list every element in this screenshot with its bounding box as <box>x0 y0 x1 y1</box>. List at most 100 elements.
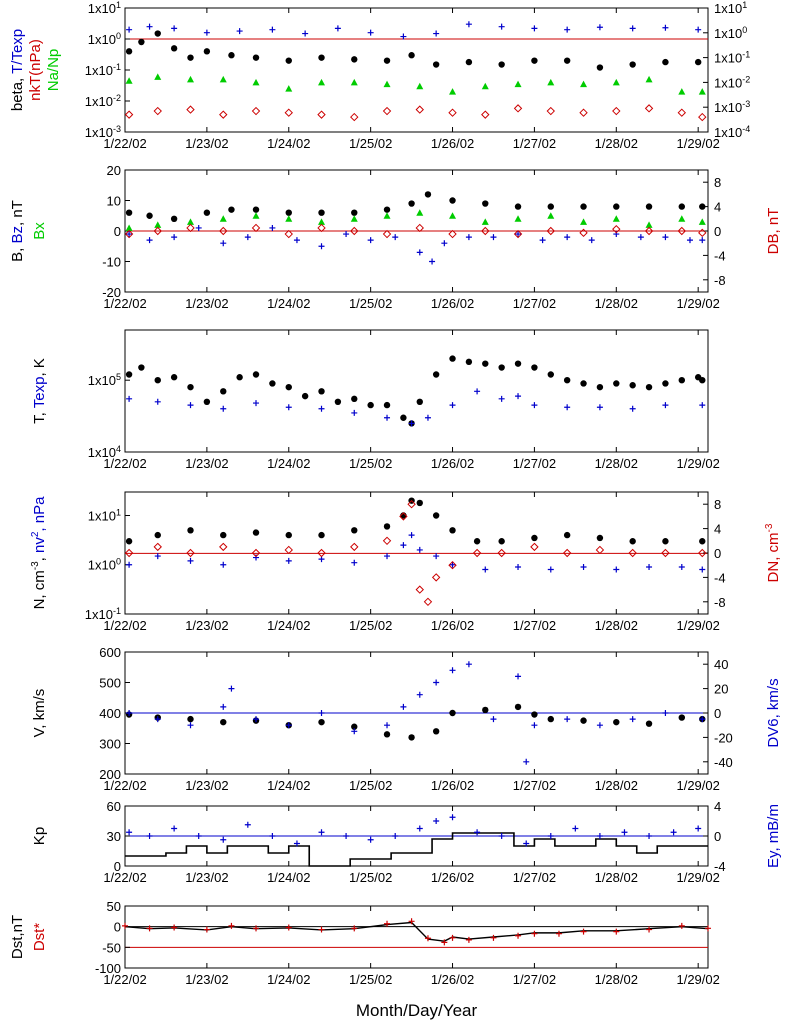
panel-beta-frame <box>124 7 709 133</box>
panel-temperature-series-1-point-9 <box>408 420 415 427</box>
panel-magnetic-y2-tick-label-1: 4 <box>714 200 721 215</box>
panel-velocity-series-0-point-6 <box>318 718 325 726</box>
panel-velocity-y-tick-label-2: 400 <box>99 706 121 721</box>
panel-beta-series-0-point-17 <box>563 57 571 64</box>
panel-kp-y-tick-label-2: 0 <box>114 859 121 874</box>
panel-velocity-series-1-point-1 <box>154 716 161 723</box>
panel-magnetic-series-3-point-13 <box>546 226 555 236</box>
panel-beta-series-1-point-11 <box>465 21 472 28</box>
panel-beta-series-0-point-1 <box>138 38 145 46</box>
panel-magnetic-series-0-point-9 <box>383 206 391 213</box>
panel-beta-ylabel-2: nkT(nPa) <box>27 39 44 101</box>
panel-dst-series-0-point-2 <box>171 924 178 931</box>
panel-temperature-series-0-point-13 <box>334 398 342 406</box>
panel-beta-y2-tick-label-4: 1x100 <box>714 25 747 41</box>
panel-magnetic-series-3-point-5 <box>284 229 293 239</box>
panel-dst-y-tick-label-1: 0 <box>114 920 121 935</box>
panel-density-ylabel: N, cm-3, nv2, nPa <box>30 496 48 610</box>
panel-magnetic-y-tick-label-0: 20 <box>107 163 121 178</box>
panel-beta-series-1-point-18 <box>695 26 702 33</box>
panel-temperature-series-1-point-7 <box>351 409 358 416</box>
panel-beta-series-2-point-16 <box>645 75 653 83</box>
panel-density-series-2-point-17 <box>530 542 539 552</box>
panel-velocity-x-tick-label-1: 1/23/02 <box>185 778 228 793</box>
panel-temperature-series-0-point-23 <box>482 360 489 367</box>
panel-magnetic-series-2-point-0 <box>125 224 133 231</box>
panel-temperature-x-tick-label-5: 1/27/02 <box>513 456 556 471</box>
panel-density-x-tick-label-7: 1/29/02 <box>676 618 719 633</box>
panel-beta-series-1-point-3 <box>203 29 210 36</box>
panel-velocity-y2-tick-label-2: 0 <box>714 706 721 721</box>
panel-magnetic-series-2-point-15 <box>612 215 620 222</box>
panel-beta-x-tick-label-7: 1/29/02 <box>676 136 719 151</box>
panel-kp-x-tick-label-3: 1/25/02 <box>349 870 392 885</box>
panel-magnetic-series-2-point-3 <box>219 215 227 222</box>
panel-kp-series-0-point-20 <box>596 833 603 839</box>
panel-magnetic-x-tick-label-2: 1/24/02 <box>267 296 310 311</box>
panel-beta-series-2-point-3 <box>219 75 227 83</box>
panel-temperature-ylabel: T, Texp, K <box>31 358 48 424</box>
panel-velocity-x-tick-label-6: 1/28/02 <box>595 778 638 793</box>
panel-temperature-x-tick-label-4: 1/26/02 <box>431 456 474 471</box>
panel-temperature-series-0-point-11 <box>301 392 309 400</box>
panel-dst-series-0-point-8 <box>351 925 358 932</box>
panel-magnetic-series-1-point-21 <box>613 231 620 238</box>
panel-temperature-series-0-point-25 <box>514 360 522 367</box>
panel-density-series-2-point-9 <box>399 512 408 521</box>
panel-beta-series-3-point-6 <box>317 110 326 119</box>
panel-beta-series-2-point-6 <box>318 78 326 86</box>
panel-velocity-x-tick-label-5: 1/27/02 <box>513 778 556 793</box>
panel-beta-series-2-point-0 <box>125 77 133 84</box>
panel-kp-y2-tick-label-1: 0 <box>714 829 721 844</box>
panel-kp-series-0-point-21 <box>621 829 628 836</box>
panel-velocity-x-tick-label-4: 1/26/02 <box>431 778 474 793</box>
panel-magnetic-series-3-point-3 <box>219 226 228 236</box>
panel-magnetic-series-0-point-14 <box>514 203 522 210</box>
panel-magnetic-series-3-point-1 <box>153 226 162 236</box>
panel-density-series-2-point-8 <box>382 536 392 546</box>
panel-density-series-2-point-1 <box>153 542 162 552</box>
panel-density-series-0-point-7 <box>351 527 358 534</box>
panel-dst-series-0-point-4 <box>228 922 235 929</box>
panel-beta-series-1-point-15 <box>596 24 603 31</box>
panel-kp-kp-step-line <box>125 832 708 867</box>
panel-magnetic-ylabel-right: DB, nT <box>765 208 782 255</box>
panel-density-series-0-point-6 <box>318 531 325 539</box>
panel-temperature-series-0-point-3 <box>170 374 178 381</box>
panel-beta-series-3-point-17 <box>677 108 687 117</box>
panel-kp-series-0-point-22 <box>646 833 653 839</box>
panel-magnetic-series-3-point-8 <box>382 229 392 239</box>
panel-magnetic-series-0-point-11 <box>424 191 432 198</box>
panel-temperature-series-1-point-1 <box>154 398 161 405</box>
panel-density-series-2-point-2 <box>186 548 195 558</box>
panel-magnetic-y-tick-label-1: 10 <box>107 194 121 209</box>
panel-beta-series-2-point-9 <box>416 82 424 90</box>
panel-temperature-x-tick-label-1: 1/23/02 <box>185 456 228 471</box>
panel-velocity-series-1-point-0 <box>126 710 133 716</box>
panel-temperature-series-0-point-15 <box>367 401 374 409</box>
panel-velocity-series-0-point-17 <box>613 718 620 726</box>
panel-dst-series-0-point-5 <box>253 925 260 932</box>
panel-density-series-1-point-16 <box>547 566 554 573</box>
panel-temperature-series-0-point-22 <box>465 358 473 366</box>
panel-density-series-2-point-0 <box>124 548 134 558</box>
panel-density-x-tick-label-5: 1/27/02 <box>513 618 556 633</box>
panel-dst-x-tick-label-3: 1/25/02 <box>349 972 392 987</box>
panel-kp-series-0-point-4 <box>220 836 227 843</box>
panel-magnetic-series-1-point-0 <box>126 231 133 238</box>
panel-density-series-1-point-7 <box>351 559 358 566</box>
panel-beta-series-3-point-13 <box>546 106 555 116</box>
panel-dst-series-0-point-17 <box>531 930 538 937</box>
panel-velocity-series-0-point-14 <box>531 711 538 718</box>
panel-velocity-series-1-point-15 <box>490 716 497 723</box>
panel-magnetic-series-1-point-3 <box>195 224 202 231</box>
panel-beta-series-0-point-8 <box>285 57 292 64</box>
panel-magnetic-series-1-point-8 <box>318 243 325 250</box>
panel-density-series-0-point-8 <box>383 523 391 530</box>
panel-magnetic-series-3-point-16 <box>644 226 654 236</box>
panel-temperature-series-0-point-8 <box>252 371 260 378</box>
panel-density-series-2-point-22 <box>698 548 707 558</box>
panel-dst-series-0-point-9 <box>384 920 391 927</box>
panel-magnetic-series-3-point-11 <box>481 226 490 236</box>
panel-density-series-0-point-18 <box>596 534 604 542</box>
